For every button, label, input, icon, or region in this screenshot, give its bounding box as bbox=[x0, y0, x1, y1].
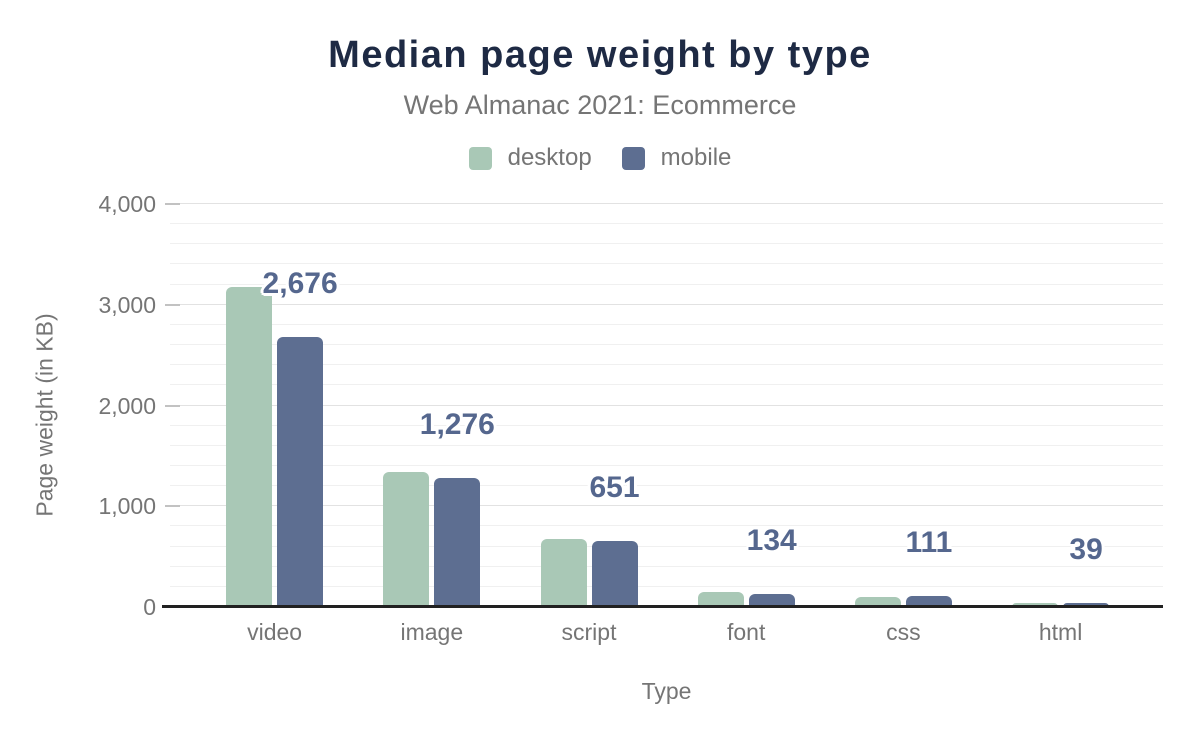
gridline-major bbox=[170, 404, 1163, 406]
legend-item-desktop: desktop bbox=[468, 144, 592, 172]
y-tick-label: 2,000 bbox=[98, 392, 156, 419]
value-label-video: 2,676 bbox=[262, 267, 338, 301]
x-category-label-font: font bbox=[727, 619, 766, 645]
value-label-script: 651 bbox=[589, 471, 640, 505]
y-tick-label: 3,000 bbox=[98, 291, 156, 318]
bar-mobile-video bbox=[277, 337, 324, 607]
legend-label-mobile: mobile bbox=[660, 144, 732, 171]
gridline-minor bbox=[170, 464, 1163, 466]
legend-item-mobile: mobile bbox=[621, 144, 732, 172]
x-axis-line bbox=[162, 605, 1163, 608]
gridline-minor bbox=[170, 424, 1163, 426]
y-tick-mark bbox=[165, 404, 180, 407]
x-axis-title: Type bbox=[641, 678, 692, 704]
gridline-minor bbox=[170, 384, 1163, 386]
gridline-minor bbox=[170, 444, 1163, 446]
chart-subtitle: Web Almanac 2021: Ecommerce bbox=[403, 90, 797, 120]
bar-desktop-video bbox=[226, 286, 273, 607]
legend-swatch-desktop bbox=[468, 146, 492, 170]
x-category-label-css: css bbox=[886, 619, 921, 645]
legend: desktop mobile bbox=[0, 144, 1200, 172]
gridline-minor bbox=[170, 565, 1163, 567]
bar-mobile-css bbox=[905, 595, 952, 607]
value-label-html: 39 bbox=[1069, 533, 1103, 567]
y-tick-mark bbox=[165, 203, 180, 205]
bar-desktop-css bbox=[854, 596, 901, 607]
gridline-minor bbox=[170, 364, 1163, 366]
x-category-label-script: script bbox=[561, 619, 617, 645]
x-category-label-video: video bbox=[247, 619, 303, 645]
y-tick-mark bbox=[165, 505, 180, 508]
gridline-minor bbox=[170, 545, 1163, 547]
gridline-minor bbox=[170, 323, 1163, 325]
x-category-label-html: html bbox=[1038, 619, 1083, 645]
gridline-major bbox=[170, 203, 1163, 204]
gridline-minor bbox=[170, 525, 1163, 527]
gridline-minor bbox=[170, 263, 1163, 265]
y-tick-label: 1,000 bbox=[98, 493, 156, 520]
gridline-minor bbox=[170, 243, 1163, 245]
bar-desktop-font bbox=[697, 592, 744, 607]
bar-desktop-script bbox=[540, 539, 587, 607]
y-tick-label: 0 bbox=[143, 594, 156, 620]
value-label-font: 134 bbox=[746, 523, 797, 557]
gridline-major bbox=[170, 303, 1163, 305]
value-label-image: 1,276 bbox=[419, 408, 495, 442]
legend-swatch-mobile bbox=[621, 146, 645, 170]
bar-desktop-image bbox=[383, 471, 430, 607]
y-tick-mark bbox=[165, 303, 180, 306]
bar-mobile-script bbox=[591, 541, 638, 607]
gridline-minor bbox=[170, 223, 1163, 225]
gridline-major bbox=[170, 505, 1163, 507]
y-tick-label: 4,000 bbox=[98, 191, 156, 217]
legend-label-desktop: desktop bbox=[507, 144, 592, 171]
bar-mobile-font bbox=[748, 593, 795, 607]
value-label-css: 111 bbox=[905, 525, 953, 559]
bar-desktop-html bbox=[1012, 602, 1059, 607]
gridline-minor bbox=[170, 283, 1163, 285]
plot-area: 2,676 1,276 651 134 111 39 bbox=[162, 203, 1163, 608]
gridline-minor bbox=[170, 344, 1163, 346]
chart-title: Median page weight by type bbox=[328, 34, 872, 76]
gridline-minor bbox=[170, 485, 1163, 487]
gridline-minor bbox=[170, 585, 1163, 587]
bar-mobile-image bbox=[434, 478, 481, 607]
x-category-label-image: image bbox=[400, 619, 464, 645]
